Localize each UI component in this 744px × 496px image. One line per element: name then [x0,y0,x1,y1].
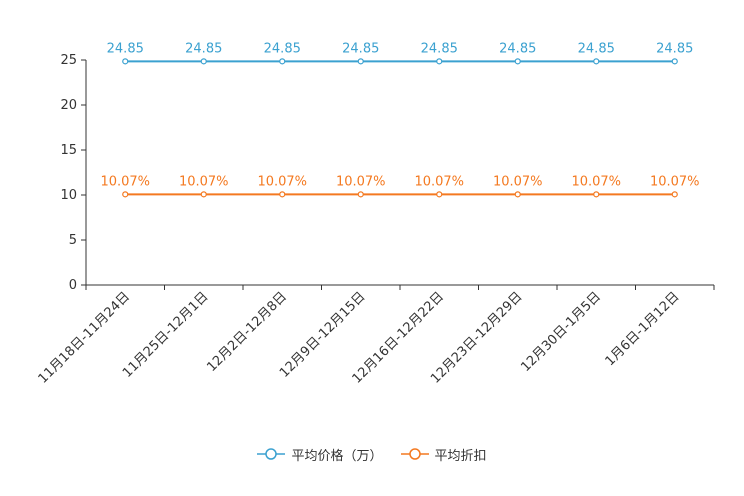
data-point[interactable] [514,191,521,198]
x-tick-label: 11月25日-12月1日 [120,289,212,381]
y-tick-label: 0 [69,278,77,293]
data-point[interactable] [357,191,364,198]
legend-label-avg-price: 平均价格（万） [291,448,383,464]
data-label: 10.07% [100,174,150,189]
x-tick-label: 1月6日-1月12日 [603,289,683,369]
legend-label-avg-discount: 平均折扣 [434,448,487,464]
data-point[interactable] [279,58,286,65]
x-tick-label: 11月18日-11月24日 [36,289,133,386]
y-tick-label: 10 [60,188,77,203]
legend: 平均价格（万） 平均折扣 [0,444,744,464]
data-label: 24.85 [578,41,615,56]
legend-item-avg-discount[interactable]: 平均折扣 [400,445,487,464]
y-tick-label: 25 [60,53,77,68]
data-point[interactable] [200,191,207,198]
data-point[interactable] [514,58,521,65]
data-label: 24.85 [185,41,222,56]
data-point[interactable] [122,191,129,198]
legend-marker-avg-price [257,448,286,460]
data-label: 24.85 [421,41,458,56]
legend-item-avg-price[interactable]: 平均价格（万） [257,445,383,464]
data-label: 24.85 [264,41,301,56]
data-label: 24.85 [656,41,693,56]
data-label: 24.85 [342,41,379,56]
data-point[interactable] [436,58,443,65]
data-point[interactable] [593,58,600,65]
data-point[interactable] [200,58,207,65]
data-label: 24.85 [499,41,536,56]
data-label: 10.07% [571,174,621,189]
data-point[interactable] [279,191,286,198]
x-tick-label: 12月2日-12月8日 [204,289,290,375]
x-tick-label: 12月9日-12月15日 [277,289,369,381]
data-label: 10.07% [257,174,307,189]
data-label: 24.85 [107,41,144,56]
y-tick-label: 15 [60,143,77,158]
x-tick-label: 12月30日-1月5日 [518,289,604,375]
line-chart: 0 5 10 15 20 25 11月18日-11月24日11月25日-12月1日12月2日… [36,41,715,387]
data-label: 10.07% [650,174,700,189]
data-label: 10.07% [414,174,464,189]
data-point[interactable] [436,191,443,198]
legend-marker-avg-discount [400,448,429,460]
y-tick-label: 5 [69,233,77,248]
y-tick-label: 20 [60,98,77,113]
data-point[interactable] [357,58,364,65]
data-label: 10.07% [336,174,386,189]
data-label: 10.07% [179,174,229,189]
data-point[interactable] [122,58,129,65]
data-point[interactable] [671,191,678,198]
data-point[interactable] [593,191,600,198]
data-point[interactable] [671,58,678,65]
data-label: 10.07% [493,174,543,189]
